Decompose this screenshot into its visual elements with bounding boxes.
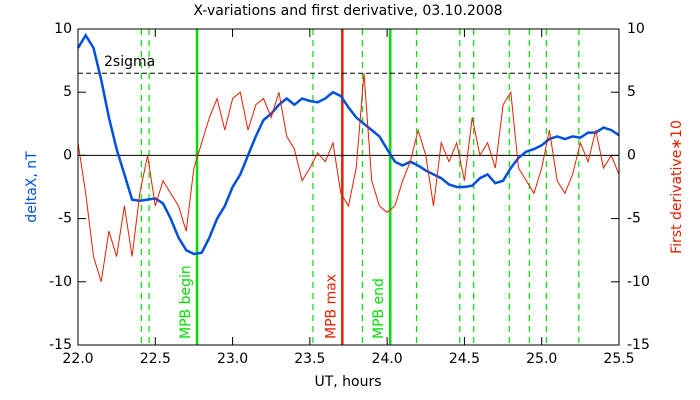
x-tick-label: 23.5 [294, 351, 325, 367]
x-tick-label: 22.5 [140, 351, 171, 367]
x-tick-label: 25.5 [603, 351, 634, 367]
y-tick-label: 10 [54, 21, 72, 37]
x-tick-label: 24.5 [449, 351, 480, 367]
y-tick-label: -15 [49, 337, 72, 353]
x-tick-label: 23.0 [217, 351, 248, 367]
x-tick-label: 22.0 [62, 351, 93, 367]
x-axis-label: UT, hours [314, 374, 381, 390]
y-tick-label: -10 [49, 274, 72, 290]
reference-label: MPB begin [178, 265, 194, 339]
x-tick-label: 24.0 [372, 351, 403, 367]
y-tick-label: 0 [63, 147, 72, 163]
y2-tick-label: -10 [627, 274, 650, 290]
y2-tick-label: 0 [627, 147, 636, 163]
plot-frame [77, 28, 620, 346]
y-tick-label: -5 [58, 211, 72, 227]
data-line [76, 32, 620, 256]
y-axis-label: deltaX, nT [24, 151, 40, 223]
y-tick-label: 5 [63, 84, 72, 100]
x-tick-label: 25.0 [526, 351, 557, 367]
y2-tick-label: -15 [627, 337, 650, 353]
threshold-label: 2sigma [104, 54, 155, 70]
y2-tick-label: -5 [627, 211, 641, 227]
y2-axis-label: First derivative∗10 [669, 120, 685, 254]
y2-tick-label: 10 [627, 21, 645, 37]
reference-label: MPB max [323, 274, 339, 339]
y2-tick-label: 5 [627, 84, 636, 100]
chart-title: X-variations and first derivative, 03.10… [193, 3, 502, 19]
reference-label: MPB end [371, 278, 387, 339]
data-line [77, 73, 620, 282]
